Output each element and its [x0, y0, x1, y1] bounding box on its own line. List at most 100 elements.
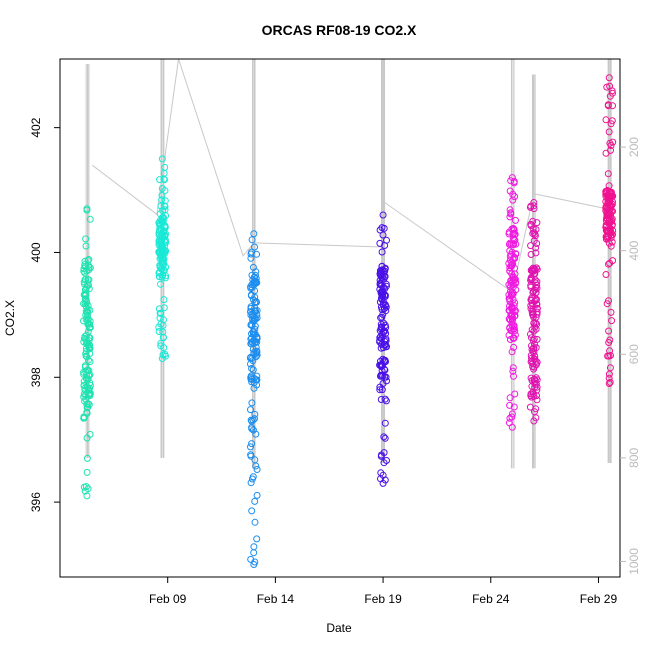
data-point	[510, 229, 518, 237]
data-point	[86, 358, 94, 366]
data-point	[533, 278, 541, 286]
data-point	[251, 325, 259, 333]
data-point	[155, 249, 163, 256]
data-point	[528, 297, 535, 304]
data-point	[506, 401, 514, 409]
data-point	[529, 345, 537, 353]
data-point	[507, 327, 515, 335]
data-point	[511, 312, 519, 320]
data-point	[247, 479, 255, 487]
data-point	[248, 236, 256, 244]
data-point	[383, 236, 390, 244]
data-point	[161, 232, 169, 240]
data-point	[509, 314, 517, 322]
data-point	[377, 314, 385, 322]
data-point	[82, 391, 90, 399]
y2-tick-label: 800	[627, 448, 641, 468]
data-point	[532, 361, 540, 369]
data-point	[602, 198, 610, 205]
data-point	[248, 399, 256, 407]
data-point	[378, 323, 385, 331]
data-point	[532, 249, 540, 257]
data-point	[253, 381, 261, 389]
y2-axis: 200 400 600 800 1000	[620, 137, 641, 575]
data-point	[531, 230, 539, 238]
y-tick-label: 402	[29, 117, 43, 137]
data-point	[509, 290, 517, 297]
data-point	[249, 473, 257, 481]
data-point	[250, 549, 258, 557]
data-point	[527, 390, 535, 398]
data-point	[511, 236, 519, 244]
data-point	[508, 348, 516, 356]
data-point	[506, 213, 514, 221]
data-point	[530, 202, 538, 210]
data-point	[380, 283, 387, 291]
data-point	[602, 203, 610, 211]
data-point	[382, 397, 390, 405]
data-point	[252, 462, 260, 470]
data-point	[250, 336, 258, 344]
data-point	[157, 280, 164, 288]
data-point	[508, 174, 516, 182]
data-point	[511, 390, 519, 398]
data-point	[602, 116, 610, 124]
data-point	[507, 312, 515, 320]
data-point	[252, 376, 260, 384]
x-tick-label: Feb 19	[364, 592, 402, 606]
data-point	[381, 366, 389, 374]
plot-frame	[59, 58, 621, 578]
data-point	[505, 259, 513, 267]
data-point	[251, 322, 259, 330]
data-point	[83, 468, 91, 476]
data-point	[506, 206, 514, 214]
data-point	[607, 242, 615, 250]
data-point	[528, 299, 536, 307]
data-point	[527, 351, 535, 359]
data-point	[160, 316, 167, 324]
data-point	[247, 360, 254, 368]
data-points	[80, 74, 617, 569]
data-point	[506, 267, 514, 275]
data-point	[512, 278, 520, 286]
data-point	[605, 260, 612, 268]
data-point	[509, 225, 517, 232]
data-point	[376, 298, 384, 306]
data-point	[530, 199, 538, 207]
data-point	[80, 393, 88, 401]
data-point	[251, 299, 259, 306]
data-point	[249, 416, 257, 424]
data-point	[377, 452, 385, 460]
data-point	[509, 196, 517, 204]
data-point	[529, 311, 537, 319]
data-point	[376, 383, 384, 391]
data-point	[378, 248, 386, 256]
data-point	[508, 410, 516, 418]
data-point	[506, 256, 514, 264]
data-point	[82, 352, 90, 360]
data-point	[509, 367, 517, 375]
data-point	[159, 328, 167, 336]
data-point	[609, 257, 617, 265]
data-point	[252, 275, 260, 283]
data-point	[380, 305, 388, 313]
data-point	[252, 279, 260, 287]
data-point	[249, 366, 257, 374]
data-point	[605, 327, 613, 335]
data-point	[528, 334, 535, 342]
data-point	[162, 274, 169, 282]
data-point	[247, 308, 254, 316]
data-point	[607, 120, 615, 128]
data-point	[378, 360, 386, 368]
data-point	[606, 378, 614, 386]
data-point	[528, 354, 535, 362]
data-point	[531, 375, 539, 383]
data-point	[510, 343, 518, 351]
data-point	[527, 273, 535, 281]
data-point	[80, 334, 88, 342]
y2-tick-label: 1000	[627, 548, 641, 575]
data-point	[83, 383, 91, 391]
data-point	[604, 101, 612, 109]
y-tick-label: 396	[29, 492, 43, 512]
x-tick-label: Feb 29	[580, 592, 618, 606]
